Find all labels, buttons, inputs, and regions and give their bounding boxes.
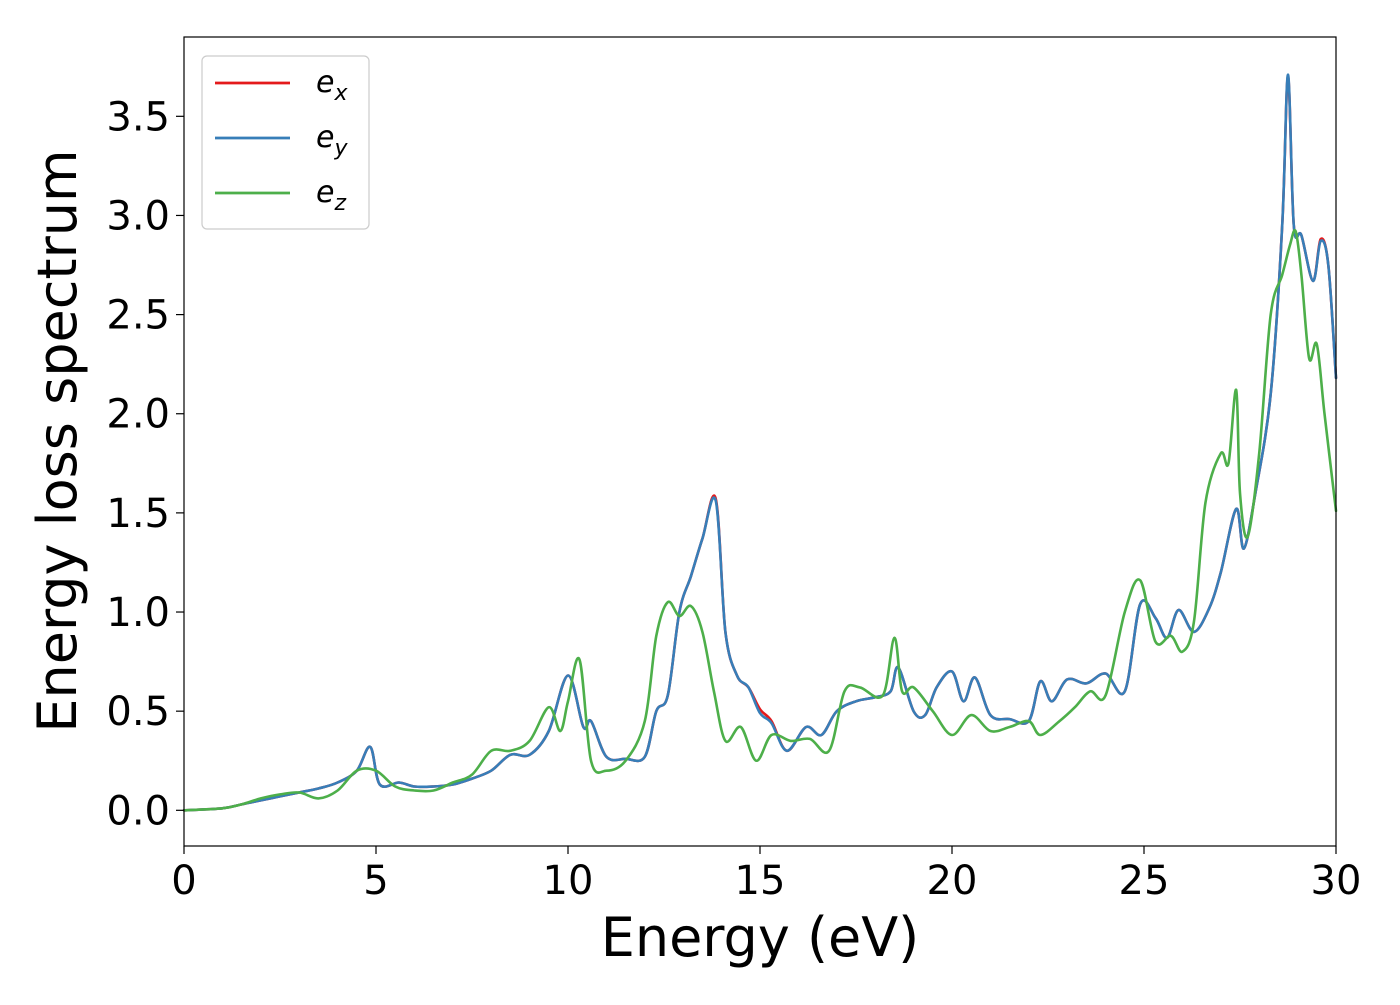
legend-label-z: ez xyxy=(316,175,346,216)
y-tick-label: 3.0 xyxy=(106,193,170,239)
x-tick-label: 15 xyxy=(735,858,786,904)
x-tick-label: 10 xyxy=(543,858,594,904)
y-tick-label: 3.5 xyxy=(106,94,170,140)
y-tick-label: 2.0 xyxy=(106,392,170,438)
x-tick-label: 30 xyxy=(1311,858,1362,904)
x-tick-label: 25 xyxy=(1119,858,1170,904)
y-tick-label: 0.5 xyxy=(106,689,170,735)
series-layer xyxy=(182,73,1338,812)
y-tick-label: 2.5 xyxy=(106,293,170,339)
y-axis-title: Energy loss spectrum xyxy=(26,149,89,732)
y-axis-ticks: 0.0 0.5 1.0 1.5 2.0 2.5 3.0 3.5 xyxy=(106,94,184,834)
legend-label-x: ex xyxy=(316,65,348,106)
legend-label-y: ey xyxy=(316,120,348,161)
legend-label-subscript: x xyxy=(333,81,348,106)
x-axis-title: Energy (eV) xyxy=(601,906,920,969)
legend-box xyxy=(201,55,370,230)
legend-label-subscript: z xyxy=(333,191,346,216)
x-tick-label: 5 xyxy=(363,858,388,904)
y-tick-label: 1.5 xyxy=(106,491,170,537)
legend-label-subscript: y xyxy=(333,136,348,161)
x-tick-label: 20 xyxy=(927,858,978,904)
series-line-z xyxy=(182,228,1338,812)
legend-label-base: e xyxy=(316,65,334,100)
x-tick-label: 0 xyxy=(171,858,196,904)
y-tick-label: 1.0 xyxy=(106,590,170,636)
y-tick-label: 0.0 xyxy=(106,788,170,834)
legend-label-base: e xyxy=(316,175,334,210)
x-axis-ticks: 0 5 10 15 20 25 30 xyxy=(171,846,1361,904)
legend-label-base: e xyxy=(316,120,334,155)
